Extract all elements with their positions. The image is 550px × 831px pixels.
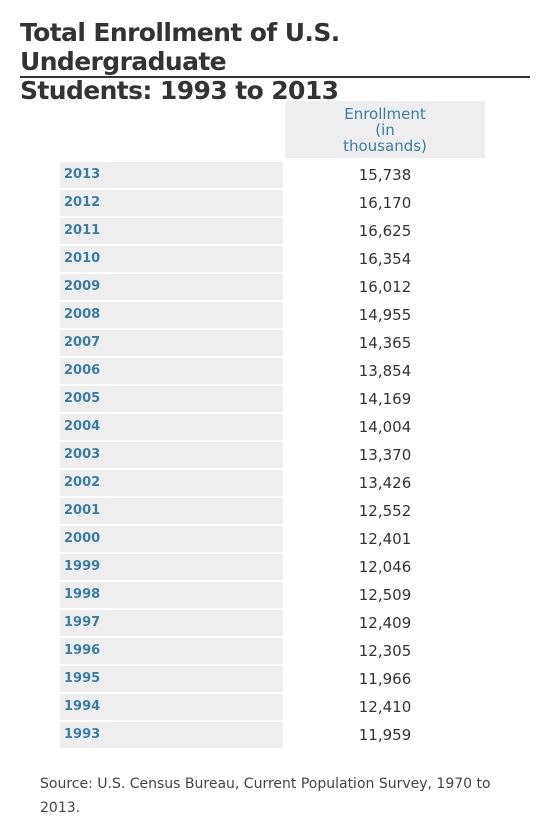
enrollment-value: 11,959 — [358, 726, 412, 744]
year-cell: 1997 — [60, 610, 283, 636]
year-cell: 2001 — [60, 498, 283, 524]
table-row: 2001 12,552 — [60, 498, 485, 526]
year-cell: 2009 — [60, 274, 283, 300]
enrollment-value: 12,410 — [358, 698, 412, 716]
source-note: Source: U.S. Census Bureau, Current Popu… — [40, 776, 491, 816]
enrollment-table: 2013 15,738 2012 16,170 2011 16,625 2010 16,354… — [60, 162, 485, 750]
enrollment-value: 14,365 — [358, 334, 412, 352]
table-row: 2007 14,365 — [60, 330, 485, 358]
table-row: 2010 16,354 — [60, 246, 485, 274]
year-cell: 2002 — [60, 470, 283, 496]
enrollment-column-header: Enrollment (in thousands) — [285, 101, 485, 158]
year-cell: 2012 — [60, 190, 283, 216]
year-cell: 2003 — [60, 442, 283, 468]
table-row: 2009 16,012 — [60, 274, 485, 302]
table-row: 2004 14,004 — [60, 414, 485, 442]
year-cell: 1999 — [60, 554, 283, 580]
table-row: 1999 12,046 — [60, 554, 485, 582]
enrollment-value: 14,169 — [358, 390, 412, 408]
table-row: 1997 12,409 — [60, 610, 485, 638]
table-row: 2012 16,170 — [60, 190, 485, 218]
enrollment-value: 14,955 — [358, 306, 412, 324]
enrollment-value: 13,426 — [358, 474, 412, 492]
page-title: Total Enrollment of U.S. Undergraduate S… — [20, 18, 340, 105]
table-row: 2002 13,426 — [60, 470, 485, 498]
enrollment-value: 16,625 — [358, 222, 412, 240]
table-row: 2008 14,955 — [60, 302, 485, 330]
year-cell: 2007 — [60, 330, 283, 356]
enrollment-value: 16,170 — [358, 194, 412, 212]
title-divider — [20, 76, 530, 78]
year-cell: 2010 — [60, 246, 283, 272]
year-cell: 2013 — [60, 162, 283, 188]
enrollment-value: 12,305 — [358, 642, 412, 660]
table-row: 1994 12,410 — [60, 694, 485, 722]
table-row: 2013 15,738 — [60, 162, 485, 190]
table-row: 1993 11,959 — [60, 722, 485, 750]
enrollment-value: 12,552 — [358, 502, 412, 520]
table-row: 2005 14,169 — [60, 386, 485, 414]
enrollment-value: 12,401 — [358, 530, 412, 548]
year-cell: 1994 — [60, 694, 283, 720]
table-row: 2003 13,370 — [60, 442, 485, 470]
year-cell: 2004 — [60, 414, 283, 440]
table-row: 1996 12,305 — [60, 638, 485, 666]
year-cell: 2000 — [60, 526, 283, 552]
table-row: 1995 11,966 — [60, 666, 485, 694]
year-cell: 2006 — [60, 358, 283, 384]
year-cell: 2005 — [60, 386, 283, 412]
enrollment-value: 14,004 — [358, 418, 412, 436]
year-cell: 1998 — [60, 582, 283, 608]
year-cell: 1993 — [60, 722, 283, 748]
enrollment-value: 16,354 — [358, 250, 412, 268]
year-cell: 1995 — [60, 666, 283, 692]
table-row: 2000 12,401 — [60, 526, 485, 554]
table-row: 2011 16,625 — [60, 218, 485, 246]
enrollment-value: 12,509 — [358, 586, 412, 604]
table-row: 2006 13,854 — [60, 358, 485, 386]
table-row: 1998 12,509 — [60, 582, 485, 610]
enrollment-value: 11,966 — [358, 670, 412, 688]
enrollment-value: 12,409 — [358, 614, 412, 632]
year-cell: 1996 — [60, 638, 283, 664]
year-cell: 2008 — [60, 302, 283, 328]
enrollment-value: 15,738 — [358, 166, 412, 184]
enrollment-value: 13,854 — [358, 362, 412, 380]
enrollment-value: 12,046 — [358, 558, 412, 576]
year-cell: 2011 — [60, 218, 283, 244]
enrollment-value: 16,012 — [358, 278, 412, 296]
enrollment-value: 13,370 — [358, 446, 412, 464]
